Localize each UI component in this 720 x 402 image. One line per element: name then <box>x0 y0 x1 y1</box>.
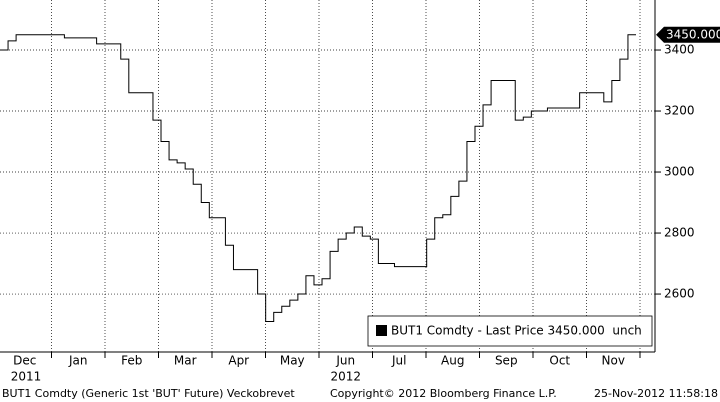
legend-swatch <box>376 325 387 336</box>
x-year-label: 2011 <box>11 370 42 384</box>
x-tick-label: Jun <box>335 354 355 368</box>
x-tick-label: Apr <box>228 354 249 368</box>
y-tick-label: 3400 <box>664 43 695 57</box>
x-tick-label: Dec <box>13 354 36 368</box>
x-tick-label: May <box>280 354 305 368</box>
last-price-tag <box>656 26 720 43</box>
x-year-label: 2012 <box>330 370 361 384</box>
x-tick-label: Aug <box>441 354 464 368</box>
x-tick-label: Jan <box>68 354 88 368</box>
x-tick-label: Jul <box>391 354 406 368</box>
y-tick-label: 2800 <box>664 226 695 240</box>
footer-date: 25-Nov-2012 11:58:18 <box>594 387 718 400</box>
x-tick-label: Nov <box>602 354 625 368</box>
x-tick-label: Feb <box>121 354 142 368</box>
legend-box <box>367 315 653 347</box>
last-price-label: 3450.000 <box>666 27 720 41</box>
price-line <box>0 34 636 322</box>
x-tick-label: Sep <box>495 354 518 368</box>
x-tick-label: Oct <box>549 354 570 368</box>
y-tick-label: 2600 <box>664 287 695 301</box>
y-tick-label: 3200 <box>664 104 695 118</box>
footer-copyright: Copyright© 2012 Bloomberg Finance L.P. <box>330 387 557 400</box>
y-tick-label: 3000 <box>664 165 695 179</box>
footer-source: BUT1 Comdty (Generic 1st 'BUT' Future) V… <box>2 387 295 400</box>
legend-text: BUT1 Comdty - Last Price 3450.000 unch <box>391 324 642 338</box>
x-tick-label: Mar <box>174 354 197 368</box>
